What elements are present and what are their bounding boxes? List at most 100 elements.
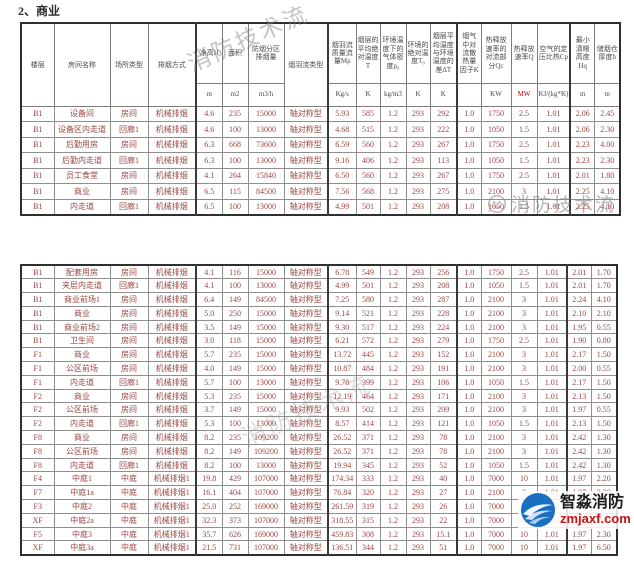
table-cell: 1.2 [380, 472, 406, 486]
table-cell: 293 [406, 334, 430, 348]
table-cell: 6.5 [196, 199, 222, 215]
table-cell: 机械排烟 [148, 153, 196, 169]
table-cell: 1.5 [511, 153, 537, 169]
table-cell: 2.10 [567, 306, 591, 320]
table-cell: 机械排烟 [148, 265, 196, 279]
column-header: 房间名称 [54, 23, 110, 106]
table-cell: 73600 [248, 137, 284, 153]
table-cell: 5.7 [196, 375, 222, 389]
table-cell: 4.1 [196, 168, 222, 184]
table-cell: 1.01 [537, 417, 567, 431]
column-unit: m [196, 83, 222, 106]
table-cell: 轴对称型 [284, 334, 328, 348]
table-cell: 机械排烟 [148, 199, 196, 215]
table-cell: 1.01 [537, 444, 567, 458]
table-cell: 配套用房 [54, 265, 110, 279]
column-unit: MW [511, 83, 537, 106]
table-cell: 15840 [248, 168, 284, 184]
table-row: B1后勤用房房间机械排烟6.366873600轴对称型6.595601.2293… [21, 137, 620, 153]
table-cell: 2.25 [570, 199, 594, 215]
table-cell: 107000 [248, 541, 284, 555]
table-cell: 2.23 [570, 137, 594, 153]
table-row: B1设备间房间机械排烟4.623515000轴对称型5.935851.22932… [21, 106, 620, 122]
table-cell: 293 [406, 184, 430, 200]
table-cell: 机械排烟1 [148, 486, 196, 500]
table-cell: 1.01 [537, 541, 567, 555]
table-cell: 轴对称型 [284, 106, 328, 122]
table-cell: 机械排烟1 [148, 472, 196, 486]
table-cell: 113 [430, 153, 457, 169]
table-cell: 7000 [481, 541, 511, 555]
table-cell: 1.0 [457, 541, 481, 555]
table-cell: 10.87 [328, 362, 356, 376]
table-cell: 4.00 [594, 137, 620, 153]
table-cell: 293 [406, 362, 430, 376]
table-cell: 1.2 [380, 137, 406, 153]
table-cell: F7 [21, 486, 54, 500]
table-cell: F1 [21, 375, 54, 389]
table-cell: 1.2 [380, 403, 406, 417]
table-cell: 1.0 [457, 168, 481, 184]
table-cell: 1.01 [537, 293, 567, 307]
table-cell: 22 [430, 513, 457, 527]
table-cell: 1.2 [380, 375, 406, 389]
table-row: B1员工食堂房间机械排烟4.126415840轴对称型6.505601.2293… [21, 168, 620, 184]
table-cell: 1050 [481, 279, 511, 293]
table-cell: 房间 [110, 293, 148, 307]
table-cell: 261.59 [328, 500, 356, 514]
table-cell: 572 [356, 334, 380, 348]
table-cell: 回廊1 [110, 153, 148, 169]
table-row: F8公区前场房间机械排烟8.2149109200轴对称型26.523711.22… [21, 444, 617, 458]
table-cell: 106 [430, 375, 457, 389]
table-cell: 1.01 [537, 168, 570, 184]
table-cell: 668 [222, 137, 248, 153]
table-cell: 9.14 [328, 306, 356, 320]
table-cell: 机械排烟 [148, 403, 196, 417]
table-row: B1夹层内走道回廊1机械排烟4.110013000轴对称型4.995011.22… [21, 279, 617, 293]
table-cell: F5 [21, 527, 54, 541]
zmjaxf-logo: 智淼消防 zmjaxf.com [518, 491, 633, 529]
table-cell: 149 [222, 293, 248, 307]
table-cell: 1.2 [380, 320, 406, 334]
table-cell: 549 [356, 265, 380, 279]
table-cell: 商业 [54, 184, 110, 200]
table-cell: 2.5 [511, 334, 537, 348]
table-cell: 机械排烟 [148, 348, 196, 362]
table-cell: F4 [21, 472, 54, 486]
table-cell: 293 [406, 417, 430, 431]
table-row: F1公区前场房间机械排烟4.014915000轴对称型10.874841.229… [21, 362, 617, 376]
column-header: 空气的定压比热Cp [537, 23, 570, 83]
table-cell: 2.5 [511, 168, 537, 184]
table-cell: 6.5 [196, 184, 222, 200]
table-cell: 3 [511, 403, 537, 417]
table-cell: 4.10 [594, 184, 620, 200]
table-row: F5中庭3中庭机械排烟135.7626169000轴对称型459.833081.… [21, 527, 617, 541]
table-cell: 293 [406, 199, 430, 215]
table-cell: 404 [222, 486, 248, 500]
zmjaxf-logo-icon [520, 492, 556, 528]
table-cell: 1750 [481, 265, 511, 279]
table-cell: 100 [222, 153, 248, 169]
table-cell: 机械排烟 [148, 293, 196, 307]
table-cell: 293 [406, 293, 430, 307]
table-cell: 293 [406, 527, 430, 541]
table-cell: 15000 [248, 334, 284, 348]
table-cell: 中庭1 [54, 472, 110, 486]
table-cell: 房间 [110, 362, 148, 376]
table-cell: 2100 [481, 486, 511, 500]
table-cell: 机械排烟 [148, 320, 196, 334]
table-cell: 267 [430, 137, 457, 153]
table-cell: 293 [406, 279, 430, 293]
table-cell: 293 [406, 486, 430, 500]
table-cell: 84500 [248, 184, 284, 200]
table-cell: 293 [406, 458, 430, 472]
table-cell: 1.2 [380, 541, 406, 555]
table-row: F4中庭1中庭机械排烟119.8429107000轴对称型174.343331.… [21, 472, 617, 486]
table-cell: 315 [356, 513, 380, 527]
table-cell: 中庭 [110, 500, 148, 514]
column-unit: Kg/s [328, 83, 356, 106]
table-cell: 1.80 [594, 168, 620, 184]
table-row: F1商业房间机械排烟5.723515000轴对称型13.724451.22931… [21, 348, 617, 362]
table-cell: 机械排烟1 [148, 513, 196, 527]
column-header: 储烟仓厚度h [594, 23, 620, 83]
